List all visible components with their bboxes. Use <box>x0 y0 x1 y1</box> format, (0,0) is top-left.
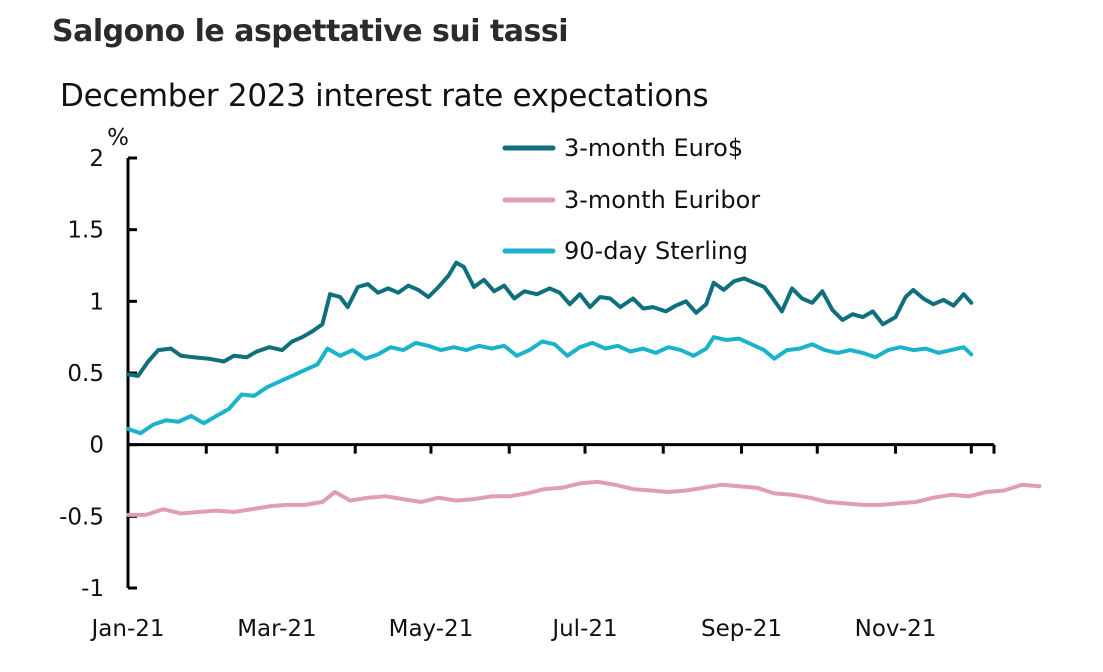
legend-label: 90-day Sterling <box>564 237 748 265</box>
legend-label: 3-month Euribor <box>564 186 760 214</box>
y-tick-label: -1 <box>81 576 104 602</box>
series-line-90-day-sterling <box>126 335 974 436</box>
legend-label: 3-month Euro$ <box>564 134 743 162</box>
y-tick-label: 0.5 <box>67 361 104 387</box>
x-tick-label: May-21 <box>389 616 474 642</box>
series-layer <box>126 260 1042 517</box>
x-tick-label: Sep-21 <box>701 616 782 642</box>
y-axis-unit-label: % <box>107 125 129 151</box>
chart-axes: -1 -0.5 0 0.5 1 1.5 2% Jan-21 Mar-21 May-21 Jul-21… <box>59 125 996 642</box>
x-tick-label: Jan-21 <box>89 616 164 642</box>
y-tick-label: -0.5 <box>59 504 104 530</box>
x-tick-label: Nov-21 <box>855 616 937 642</box>
y-tick-label: 0 <box>89 433 104 459</box>
series-line-3-month-euribor <box>126 479 1042 517</box>
x-tick-label: Jul-21 <box>550 616 617 642</box>
y-tick-label: 1.5 <box>67 218 104 244</box>
x-tick-label: Mar-21 <box>237 616 317 642</box>
chart-legend: 3-month Euro$ 3-month Euribor 90-day Sterl… <box>502 134 760 265</box>
chart-title: December 2023 interest rate expectations <box>60 78 709 114</box>
series-line-3-month-euro- <box>126 260 974 378</box>
page-header-title: Salgono le aspettative sui tassi <box>52 14 569 49</box>
y-tick-label: 2 <box>89 146 104 172</box>
y-tick-label: 1 <box>89 289 104 315</box>
